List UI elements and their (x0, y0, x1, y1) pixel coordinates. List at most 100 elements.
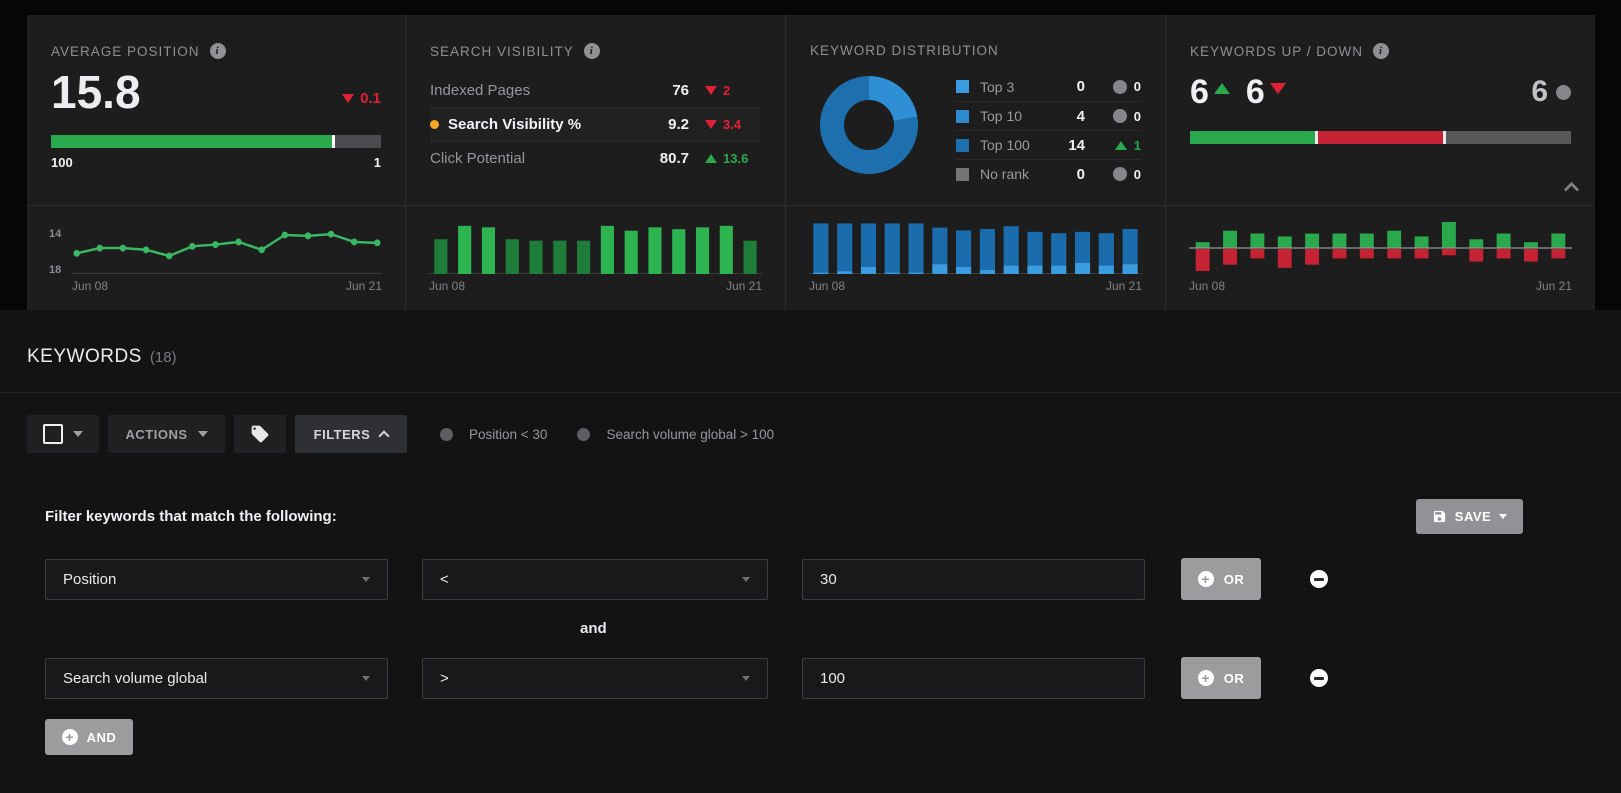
field-select[interactable]: Position (45, 558, 388, 600)
info-icon[interactable]: i (1373, 43, 1390, 59)
tag-icon (251, 425, 269, 443)
triangle-down-icon (342, 94, 355, 103)
collapse-chevron-up-icon[interactable] (1563, 181, 1580, 198)
select-all-dropdown-button[interactable] (27, 415, 99, 453)
search-visibility-trend-chart (429, 218, 762, 274)
indexed-pages-row[interactable]: Indexed Pages 76 2 (430, 73, 761, 107)
filter-panel-heading: Filter keywords that match the following… (45, 508, 337, 525)
keyword-distribution-donut (820, 76, 918, 174)
triangle-up-icon (705, 154, 717, 163)
average-position-title: AVERAGE POSITION (51, 43, 200, 59)
gray-dot-icon (1556, 84, 1571, 100)
field-select[interactable]: Search volume global (45, 657, 388, 699)
gray-dot-icon (577, 427, 591, 441)
add-or-condition-button[interactable]: + OR (1181, 657, 1261, 699)
keywords-up-down-bar (1190, 131, 1571, 144)
x-axis-start-label: Jun 08 (72, 279, 109, 293)
scale-left-label: 100 (51, 155, 73, 170)
keywords-count-badge: (18) (149, 349, 177, 366)
x-axis-start-label: Jun 08 (429, 279, 466, 293)
filter-chip-search-volume[interactable]: Search volume global > 100 (577, 427, 774, 442)
info-icon[interactable]: i (209, 43, 226, 59)
actions-button[interactable]: ACTIONS (108, 415, 225, 453)
x-axis-start-label: Jun 08 (809, 279, 846, 293)
triangle-down-icon (1269, 82, 1286, 94)
keyword-distribution-trend-chart (809, 218, 1142, 274)
remove-condition-button[interactable] (1310, 570, 1328, 588)
indexed-pages-delta: 2 (705, 83, 761, 98)
section-divider (0, 392, 1621, 393)
chevron-down-icon (742, 675, 750, 681)
operator-select[interactable]: > (422, 657, 768, 699)
keywords-unchanged-count: 6 (1531, 75, 1548, 108)
metrics-grid: AVERAGE POSITION i 15.8 0.1 100 1 (27, 15, 1595, 310)
keywords-section-title: KEYWORDS (27, 346, 142, 367)
legend-row-top10[interactable]: Top 10 4 0 (956, 101, 1141, 130)
legend-row-top100[interactable]: Top 100 14 1 (956, 130, 1141, 159)
keyword-distribution-header: KEYWORD DISTRIBUTION (810, 43, 1141, 58)
x-axis-end-label: Jun 21 (1535, 279, 1572, 293)
x-axis-end-label: Jun 21 (345, 279, 382, 293)
tag-button[interactable] (234, 415, 286, 453)
x-axis-start-label: Jun 08 (1189, 279, 1226, 293)
search-visibility-title: SEARCH VISIBILITY (430, 43, 574, 59)
legend-swatch (956, 80, 969, 93)
keyword-distribution-title: KEYWORD DISTRIBUTION (810, 43, 999, 58)
filter-builder-panel: Filter keywords that match the following… (0, 453, 1621, 755)
chevron-down-icon (73, 431, 83, 437)
keywords-up-count: 6 (1190, 73, 1209, 111)
search-visibility-header: SEARCH VISIBILITY i (430, 43, 761, 59)
triangle-down-icon (705, 120, 717, 129)
average-position-bar-fill (51, 135, 332, 148)
average-position-header: AVERAGE POSITION i (51, 43, 381, 59)
save-icon (1433, 510, 1445, 523)
keywords-up-down-trend-chart (1189, 218, 1572, 274)
operator-select[interactable]: < (422, 558, 768, 600)
bar-divider (1443, 131, 1446, 144)
legend-delta: 0 (1093, 109, 1141, 124)
click-potential-row[interactable]: Click Potential 80.7 13.6 (430, 141, 761, 175)
scale-right-label: 1 (373, 155, 381, 170)
filter-row-2: Search volume global > + OR (45, 657, 1576, 699)
plus-circle-icon: + (1197, 670, 1214, 686)
legend-delta: 0 (1093, 79, 1141, 94)
filter-chip-position[interactable]: Position < 30 (440, 427, 547, 442)
average-position-panel: AVERAGE POSITION i 15.8 0.1 100 1 (27, 15, 405, 205)
y-axis-label-bottom: 18 (49, 264, 62, 276)
keywords-toolbar: ACTIONS FILTERS Position < 30 Search vol… (0, 393, 1621, 453)
keywords-up-down-panel: KEYWORDS UP / DOWN i 6 6 6 (1166, 15, 1595, 205)
filters-button[interactable]: FILTERS (295, 415, 407, 453)
plus-circle-icon: + (61, 729, 78, 745)
average-position-sparkline-panel: 14 18 Jun 08 Jun 21 (27, 206, 405, 310)
add-or-condition-button[interactable]: + OR (1181, 558, 1261, 600)
active-filter-chips: Position < 30 Search volume global > 100 (440, 427, 774, 442)
gray-dot-icon (1112, 167, 1127, 181)
info-icon[interactable]: i (583, 43, 600, 59)
legend-delta: 0 (1093, 167, 1141, 182)
average-position-bar-marker (331, 135, 335, 148)
save-filter-button[interactable]: SAVE (1416, 499, 1523, 534)
average-position-delta: 0.1 (342, 90, 381, 107)
remove-condition-button[interactable] (1310, 669, 1328, 687)
legend-swatch (956, 109, 969, 123)
gray-dot-icon (1112, 79, 1127, 94)
triangle-up-icon (1213, 82, 1230, 94)
x-axis-end-label: Jun 21 (725, 279, 762, 293)
legend-swatch (956, 167, 969, 181)
plus-circle-icon: + (1197, 571, 1214, 587)
filter-value-input[interactable] (802, 558, 1145, 600)
legend-row-norank[interactable]: No rank 0 0 (956, 159, 1141, 188)
average-position-value: 15.8 (51, 66, 141, 118)
keywords-down-count: 6 (1245, 73, 1265, 111)
triangle-down-icon (705, 85, 717, 95)
average-position-progress-bar (51, 135, 381, 148)
legend-row-top3[interactable]: Top 3 0 0 (956, 72, 1141, 101)
keywords-up-down-header: KEYWORDS UP / DOWN i (1190, 43, 1571, 59)
add-and-condition-button[interactable]: + AND (45, 719, 133, 755)
search-visibility-row[interactable]: Search Visibility % 9.2 3.4 (430, 107, 761, 141)
search-visibility-panel: SEARCH VISIBILITY i Indexed Pages 76 2 S… (406, 15, 785, 205)
select-all-checkbox[interactable] (43, 424, 63, 444)
chevron-up-icon (378, 430, 391, 442)
filter-value-input[interactable] (802, 657, 1145, 699)
updown-bar-unchanged (1445, 131, 1571, 144)
